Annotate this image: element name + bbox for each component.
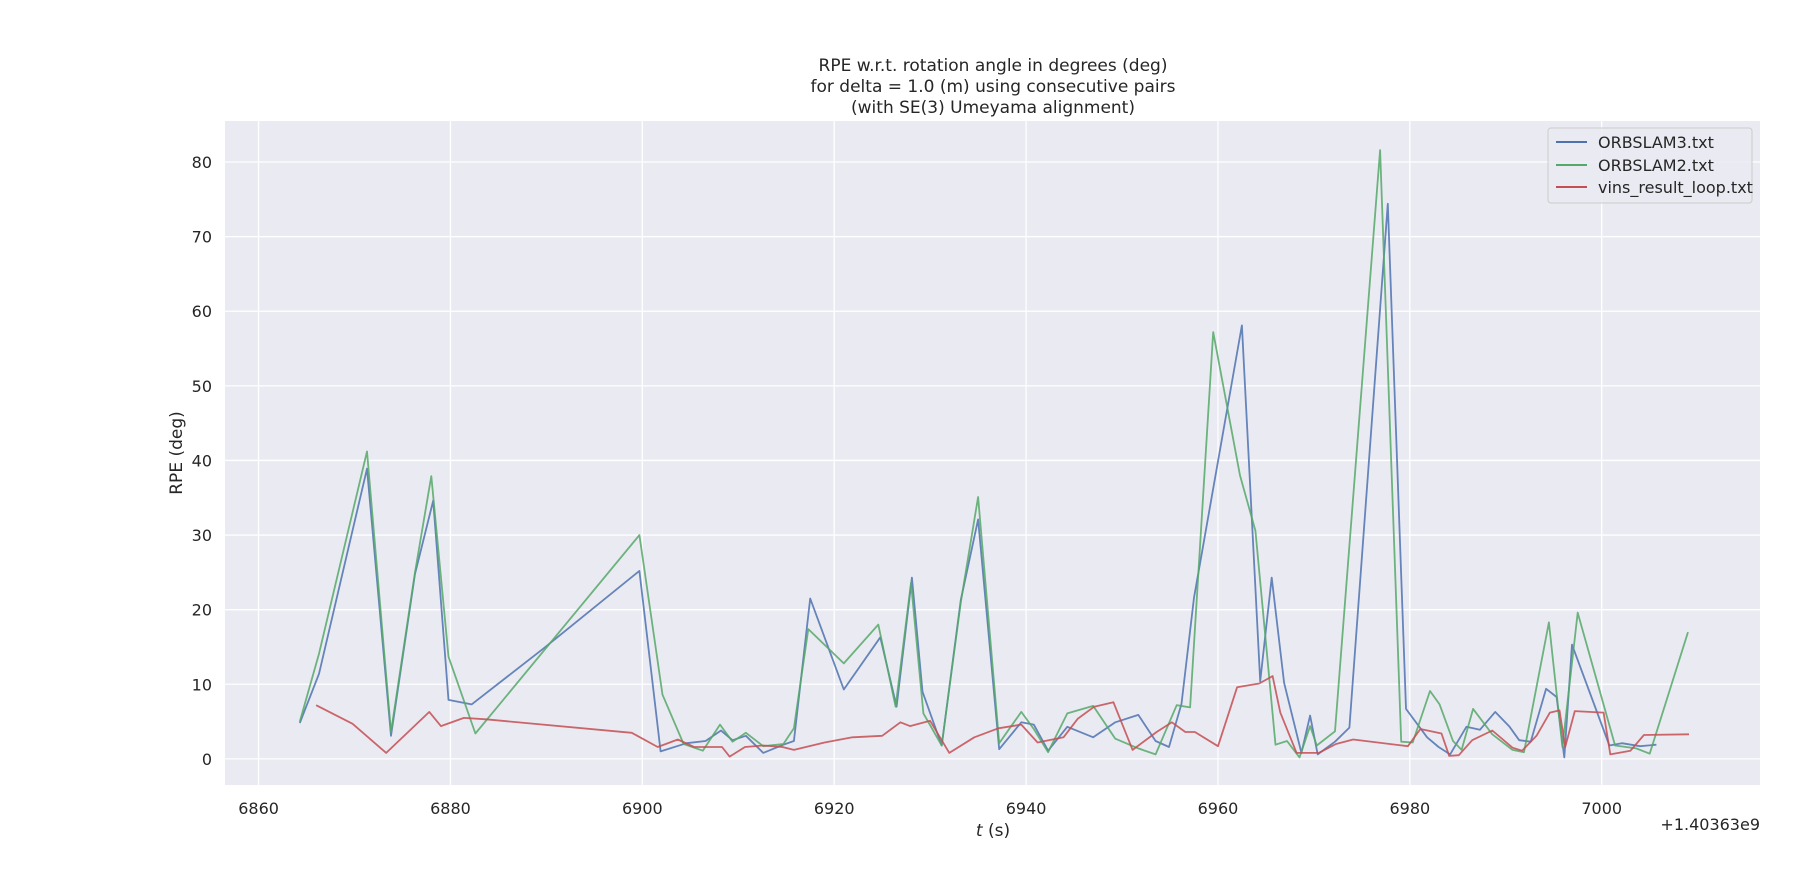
- y-tick-label: 20: [192, 601, 212, 620]
- x-axis-ticks: 6860 6880 6900 6920 6940 6960 6980 7000: [238, 799, 1622, 818]
- series-line-vins: [315, 675, 1690, 758]
- y-tick-label: 50: [192, 377, 212, 396]
- x-tick-label: 6980: [1389, 799, 1430, 818]
- x-tick-label: 6900: [622, 799, 663, 818]
- chart-title-line-1: RPE w.r.t. rotation angle in degrees (de…: [819, 56, 1168, 76]
- x-tick-label: 7000: [1581, 799, 1622, 818]
- chart-title-line-3: (with SE(3) Umeyama alignment): [851, 98, 1135, 118]
- x-axis-offset-label: +1.40363e9: [1660, 815, 1760, 834]
- series-layer: [298, 149, 1690, 759]
- legend: ORBSLAM3.txt ORBSLAM2.txt vins_result_lo…: [1547, 127, 1753, 204]
- y-tick-label: 0: [202, 750, 212, 769]
- x-axis-label-variable: t: [976, 821, 984, 841]
- x-tick-label: 6860: [238, 799, 279, 818]
- y-tick-label: 30: [192, 526, 212, 545]
- x-axis-label-unit: (s): [983, 821, 1011, 841]
- chart-title-line-2: for delta = 1.0 (m) using consecutive pa…: [811, 77, 1176, 97]
- x-tick-label: 6940: [1006, 799, 1047, 818]
- legend-label-orbslam3: ORBSLAM3.txt: [1598, 133, 1714, 152]
- y-tick-label: 60: [192, 302, 212, 321]
- y-axis-label: RPE (deg): [167, 411, 187, 495]
- series-line-orbslam3: [298, 202, 1657, 759]
- x-tick-label: 6880: [430, 799, 471, 818]
- legend-label-vins: vins_result_loop.txt: [1598, 178, 1753, 198]
- legend-label-orbslam2: ORBSLAM2.txt: [1598, 156, 1714, 175]
- y-tick-label: 40: [192, 451, 212, 470]
- series-line-orbslam2: [298, 149, 1689, 759]
- x-tick-label: 6960: [1198, 799, 1239, 818]
- x-tick-label: 6920: [814, 799, 855, 818]
- chart-title: RPE w.r.t. rotation angle in degrees (de…: [811, 56, 1176, 118]
- y-tick-label: 10: [192, 675, 212, 694]
- legend-box: [1547, 127, 1753, 204]
- x-axis-label: t (s): [976, 821, 1010, 841]
- y-tick-label: 80: [192, 153, 212, 172]
- y-axis-ticks: 0 10 20 30 40 50 60 70 80: [192, 153, 212, 769]
- y-tick-label: 70: [192, 228, 212, 247]
